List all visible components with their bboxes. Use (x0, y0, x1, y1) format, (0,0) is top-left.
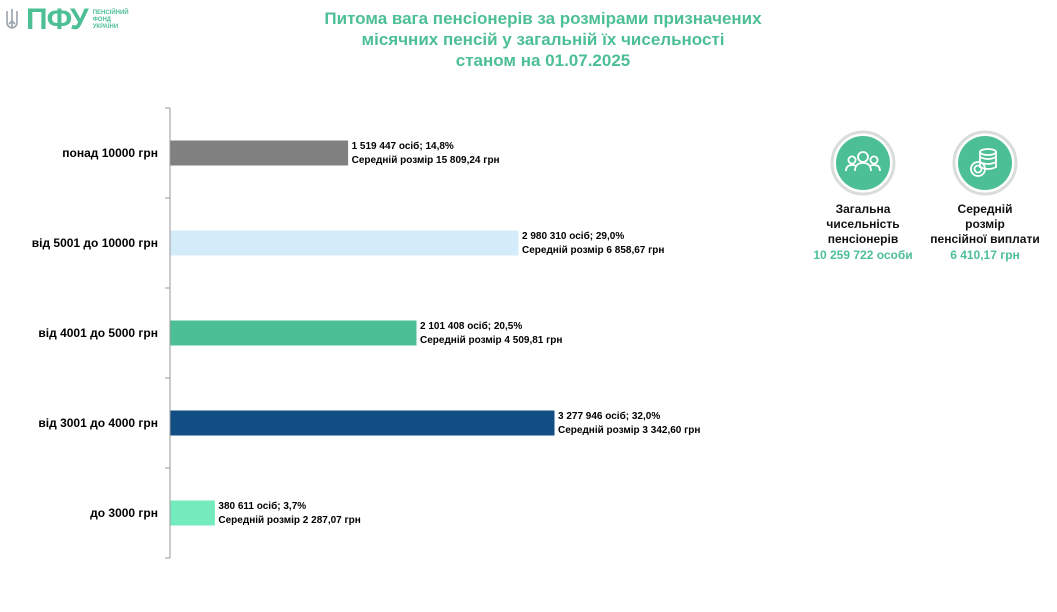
title-line-2: місячних пенсій у загальній їх чисельнос… (361, 30, 725, 49)
data-label-average: Середній розмір 2 287,07 грн (218, 515, 360, 526)
category-label: від 3001 до 4000 грн (38, 416, 158, 430)
total-pensioners-panel: Загальна чисельність пенсіонерів 10 259 … (808, 130, 918, 263)
pfu-logo: ПФУ ПЕНСІЙНИЙ ФОНД УКРАЇНИ (4, 5, 129, 35)
category-label: від 4001 до 5000 грн (38, 326, 158, 340)
total-value: 10 259 722 особи (813, 248, 913, 262)
data-label-count: 2 980 310 осіб; 29,0% (522, 230, 624, 242)
bar (170, 230, 519, 256)
data-label-average: Середній розмір 4 509,81 грн (420, 335, 562, 346)
title-line-1: Питома вага пенсіонерів за розмірами при… (324, 9, 762, 28)
bar-chart: понад 10000 грн 1 519 447 осіб; 14,8% Сере… (32, 107, 700, 559)
logo-text-line3: УКРАЇНИ (92, 23, 119, 30)
bar (170, 140, 349, 166)
total-label-line2: чисельність (826, 217, 900, 231)
category-label: до 3000 грн (90, 506, 158, 520)
bar (170, 410, 555, 436)
data-label-average: Середній розмір 6 858,67 грн (522, 245, 664, 256)
data-label-count: 380 611 осіб; 3,7% (218, 500, 306, 512)
logo-text-line1: ПЕНСІЙНИЙ (92, 9, 129, 16)
total-label-line1: Загальна (835, 202, 891, 216)
bar (170, 500, 215, 526)
avg-label-line2: розмір (965, 217, 1005, 231)
trident-icon (6, 9, 18, 29)
data-label-count: 1 519 447 осіб; 14,8% (352, 140, 454, 152)
bar (170, 320, 417, 346)
data-label-count: 3 277 946 осіб; 32,0% (558, 410, 660, 422)
logo-text: ПЕНСІЙНИЙ ФОНД УКРАЇНИ (93, 10, 129, 31)
logo-letters: ПФУ (26, 3, 89, 36)
total-label: Загальна чисельність пенсіонерів (808, 202, 918, 247)
total-label-line3: пенсіонерів (827, 232, 899, 246)
chart-title: Питома вага пенсіонерів за розмірами при… (250, 8, 836, 71)
data-label-count: 2 101 408 осіб; 20,5% (420, 320, 522, 332)
avg-label-line1: Середній (957, 202, 1013, 216)
category-label: понад 10000 грн (62, 146, 158, 160)
average-label: Середній розмір пенсійної виплати (927, 202, 1043, 247)
coins-icon (952, 130, 1018, 196)
average-pension-panel: Середній розмір пенсійної виплати 6 410,… (927, 130, 1043, 263)
category-label: від 5001 до 10000 грн (32, 236, 158, 250)
people-icon (830, 130, 896, 196)
average-value: 6 410,17 грн (950, 248, 1020, 262)
data-label-average: Середній розмір 15 809,24 грн (352, 155, 500, 166)
avg-label-line3: пенсійної виплати (930, 232, 1040, 246)
data-label-average: Середній розмір 3 342,60 грн (558, 425, 700, 436)
logo-text-line2: ФОНД (92, 16, 112, 23)
title-line-3: станом на 01.07.2025 (455, 51, 631, 70)
